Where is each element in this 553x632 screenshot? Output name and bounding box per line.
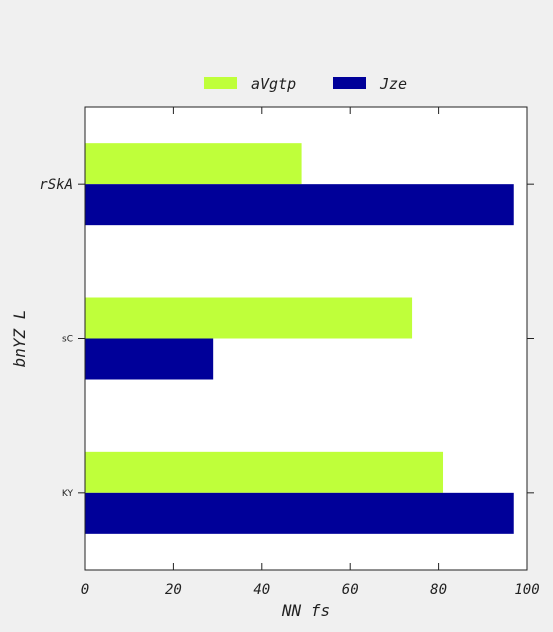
x-tick-label: 20 (165, 582, 182, 598)
bar-Jze-sC (85, 338, 214, 380)
bar-aVgtp-KY (85, 451, 444, 493)
x-tick-label: 40 (253, 582, 270, 598)
legend-swatch-Jze (333, 77, 366, 89)
bars-layer (85, 143, 514, 534)
bar-aVgtp-sC (85, 297, 413, 339)
x-axis-title: NN fs (281, 601, 330, 620)
x-tick-label: 0 (81, 582, 89, 598)
x-tick-label: 80 (430, 582, 447, 598)
bar-Jze-rSkA (85, 184, 514, 226)
bar-Jze-KY (85, 492, 514, 534)
bar-aVgtp-rSkA (85, 143, 302, 185)
y-tick-label-sC: sC (62, 335, 73, 345)
axes-layer: 0 20 40 60 80 100 rSkA sC KY (39, 107, 540, 598)
x-tick-label: 100 (514, 582, 539, 598)
plot-frame (84, 106, 528, 571)
y-tick-label-KY: KY (62, 489, 74, 499)
legend-label-Jze: Jze (379, 75, 407, 93)
y-tick-label-rSkA: rSkA (39, 177, 73, 193)
legend-swatch-aVgtp (204, 77, 237, 89)
y-axis-title: bnYZ L (10, 310, 29, 368)
x-tick-label: 60 (342, 582, 359, 598)
legend: aVgtp Jze (204, 75, 407, 93)
legend-label-aVgtp: aVgtp (251, 75, 296, 93)
